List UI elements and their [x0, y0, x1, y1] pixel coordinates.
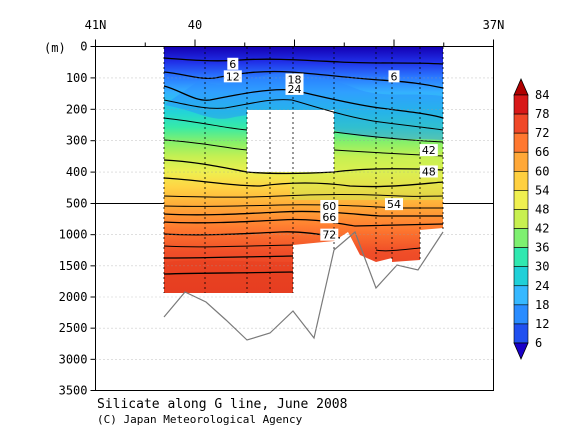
y-tick-label: 3500 — [59, 384, 88, 398]
colorbar-segment — [513, 171, 529, 191]
y-tick-label: 200 — [66, 102, 88, 116]
contour-label: 54 — [387, 198, 401, 211]
bottom-topography — [163, 230, 444, 341]
contour-label: 6 — [229, 58, 236, 71]
colorbar-label: 66 — [535, 145, 549, 159]
contour-label-box — [223, 70, 242, 83]
colorbar-segment — [513, 190, 529, 210]
y-tick-label: 400 — [66, 165, 88, 179]
contour-label-box — [320, 199, 339, 212]
y-axis: 0 100 200 300 400 500 1000 1500 2000 2500 3000 3500 — [59, 40, 96, 398]
contour-label-box — [320, 211, 339, 224]
colorbar-label: 84 — [535, 88, 549, 102]
contour-label: 18 — [288, 73, 302, 86]
colorbar-label: 42 — [535, 222, 549, 236]
y-tick-label: 300 — [66, 134, 88, 148]
colorbar-segment — [513, 323, 529, 344]
contour-label-box — [388, 70, 400, 83]
y-axis-label: (m) — [44, 41, 66, 55]
colorbar-label: 6 — [535, 336, 542, 350]
contour-label: 60 — [322, 200, 336, 213]
contour-label-box — [285, 82, 304, 95]
colorbar-segment — [513, 228, 529, 248]
y-tick-label: 2000 — [59, 290, 88, 304]
colorbar-segment — [513, 285, 529, 306]
contour-label-box — [227, 57, 239, 70]
colorbar-label: 30 — [535, 260, 549, 274]
colorbar-segment — [513, 266, 529, 287]
colorbar-segment — [513, 132, 529, 153]
colorbar-segment — [513, 247, 529, 267]
colorbar-label: 72 — [535, 126, 549, 140]
colorbar-label: 60 — [535, 164, 549, 178]
colorbar-label: 18 — [535, 298, 549, 312]
contour-label: 24 — [288, 83, 302, 96]
y-tick-label: 3000 — [59, 352, 88, 366]
y-tick-label: 500 — [66, 197, 88, 211]
contour-label-box — [385, 198, 403, 211]
colorbar-label: 36 — [535, 241, 549, 255]
colorbar-label: 54 — [535, 183, 549, 197]
contour-label-boxes — [223, 57, 438, 241]
colorbar-label: 78 — [535, 107, 549, 121]
contour-label: 72 — [322, 229, 336, 242]
contour-label: 42 — [422, 144, 436, 157]
colorbar-segment — [513, 94, 529, 115]
x-tick-label: 37N — [483, 18, 505, 32]
colorbar-segment — [513, 151, 529, 172]
contour-label: 6 — [391, 70, 398, 83]
colorbar-segment — [513, 209, 529, 229]
contour-label-box — [419, 144, 438, 157]
y-tick-label: 0 — [80, 40, 87, 54]
x-tick-label: 40 — [188, 18, 202, 32]
y-tick-label: 100 — [66, 71, 88, 85]
chart-credit: (C) Japan Meteorological Agency — [97, 413, 303, 426]
contour-label-box — [419, 165, 438, 178]
contour-label: 12 — [226, 70, 240, 83]
contour-label-box — [320, 228, 339, 241]
y-tick-label: 1000 — [59, 228, 88, 242]
colorbar: 84 78 72 66 60 54 48 42 36 30 24 18 12 6 — [513, 78, 549, 360]
colorbar-label: 24 — [535, 279, 549, 293]
colorbar-max-arrow — [513, 78, 529, 96]
y-tick-label: 1500 — [59, 259, 88, 273]
x-tick-label: 41N — [85, 18, 107, 32]
chart-title: Silicate along G line, June 2008 — [97, 397, 348, 412]
colorbar-label: 12 — [535, 317, 549, 331]
colorbar-segment — [513, 113, 529, 134]
colorbar-min-arrow — [513, 342, 529, 360]
y-tick-label: 2500 — [59, 321, 88, 335]
colorbar-label: 48 — [535, 202, 549, 216]
contour-label: 48 — [422, 165, 436, 178]
contour-label: 66 — [322, 211, 336, 224]
colorbar-segment — [513, 304, 529, 325]
x-axis: 41N 40 37N — [85, 18, 505, 47]
contour-label-box — [285, 73, 304, 86]
